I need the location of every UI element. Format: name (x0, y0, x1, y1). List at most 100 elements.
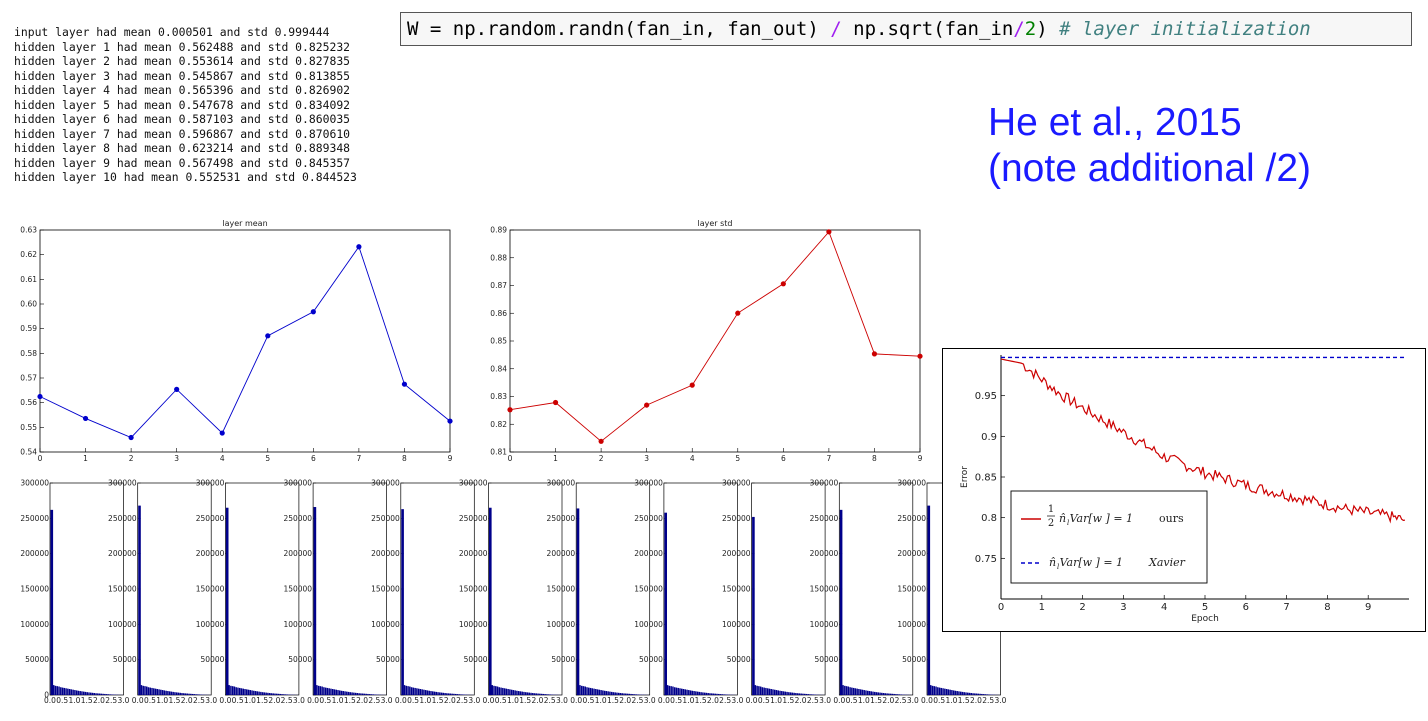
histogram-bar (951, 690, 953, 695)
histogram-ytick-label: 100000 (722, 620, 751, 629)
mean-data-point (447, 418, 453, 424)
histogram-xtick-label: 0.5 (846, 696, 858, 705)
histogram-ytick-label: 100000 (371, 620, 400, 629)
histogram-xtick-label: 2.5 (982, 696, 994, 705)
histogram-xtick-label: 3.0 (819, 696, 831, 705)
histogram-bar (442, 692, 445, 695)
histogram-bar (528, 692, 531, 695)
histogram-xtick-label: 1.5 (958, 696, 970, 705)
histogram-bar (337, 690, 339, 695)
histogram-bar (367, 693, 369, 695)
he-xtick-label: 6 (1243, 602, 1249, 613)
histogram-bar (879, 692, 881, 695)
histogram-bar (938, 687, 941, 695)
mean-data-point (356, 244, 362, 250)
histogram-panel (575, 482, 651, 696)
he-xtick-label: 5 (1202, 602, 1208, 613)
histogram-bar (181, 693, 183, 695)
histogram-bar (723, 694, 725, 695)
histogram-xtick-label: 2.0 (532, 696, 544, 705)
histogram-bar (544, 694, 546, 695)
stats-line: hidden layer 10 had mean 0.552531 and st… (14, 170, 357, 184)
histogram-bar (666, 685, 669, 695)
histogram-panel (838, 482, 914, 696)
histogram-bar (982, 694, 985, 695)
histogram-bar (79, 691, 81, 695)
histogram-ytick-label: 100000 (283, 620, 312, 629)
histogram-bar (896, 694, 899, 695)
histogram-bar (533, 693, 536, 695)
histogram-ytick-label: 250000 (459, 514, 488, 523)
he-error-chart: 0 1 2 3 4 5 6 7 8 9 0.75 0.8 0.85 0.9 0.95 Epoch Error 1 2… (960, 355, 1409, 624)
histogram-bar (91, 692, 94, 695)
histogram-bar (719, 694, 722, 695)
he-ytick-label: 0.75 (975, 554, 997, 565)
histogram-xtick-label: 2.5 (368, 696, 380, 705)
histogram-xtick-label: 3.0 (468, 696, 480, 705)
histogram-xtick-label: 2.0 (619, 696, 631, 705)
histogram-bar (447, 693, 450, 695)
histogram-bar (521, 691, 523, 695)
histogram-bar (586, 687, 588, 695)
histogram-bar (716, 693, 718, 695)
histogram-panel (49, 482, 124, 696)
histogram-xtick-label: 0.0 (570, 696, 582, 705)
histogram-bar (140, 685, 143, 695)
histogram-bar (493, 685, 495, 695)
histogram-bar (68, 688, 71, 695)
histogram-bar (754, 685, 757, 695)
histogram-bar (768, 688, 771, 695)
histogram-xtick-label: 1.0 (946, 696, 958, 705)
histogram-bar (605, 691, 608, 695)
histogram-ytick-label: 300000 (20, 479, 49, 488)
histogram-spike-bar (752, 516, 755, 695)
histogram-ytick-label: 100000 (897, 620, 926, 629)
histogram-bar (502, 687, 504, 695)
histogram-bar (784, 691, 787, 695)
histogram-bar (419, 688, 422, 695)
histogram-bar (779, 690, 781, 695)
histogram-ytick-label: 50000 (727, 655, 751, 664)
histogram-spike-bar (664, 512, 667, 695)
histogram-bar (696, 691, 699, 695)
histogram-bar (547, 694, 550, 695)
histogram-bar (614, 692, 616, 695)
histogram-bar (945, 688, 948, 695)
histogram-xtick-label: 0.5 (495, 696, 507, 705)
histogram-bar (968, 692, 971, 695)
histogram-xtick-label: 2.5 (105, 696, 117, 705)
histogram-bar (635, 694, 638, 695)
histogram-bar (449, 693, 452, 695)
mean-xtick-label: 2 (129, 454, 134, 463)
histogram-bar (374, 694, 376, 695)
stats-line: hidden layer 7 had mean 0.596867 and std… (14, 126, 351, 141)
histogram-bar (372, 694, 374, 695)
histogram-bar (61, 687, 64, 695)
histogram-ytick-label: 200000 (634, 549, 663, 558)
histogram-bar (949, 689, 951, 695)
histogram-bar (786, 691, 788, 695)
histogram-bar (237, 687, 239, 695)
histogram-xtick-label: 0.0 (44, 696, 56, 705)
histogram-bar (954, 690, 957, 695)
histogram-bar (602, 690, 604, 695)
histogram-xtick-label: 2.5 (281, 696, 293, 705)
histogram-bar (963, 692, 965, 695)
histogram-bar (803, 693, 806, 695)
histogram-xtick-label: 3.0 (381, 696, 393, 705)
histogram-bar (247, 689, 250, 695)
layer-mean-chart: layer mean 0 1 2 3 4 5 6 7 8 9 0.54 0.55 0.56 0.57 0.58… (20, 219, 453, 463)
histogram-bar (58, 686, 60, 695)
histogram-bar (582, 686, 585, 695)
histogram-ytick-label: 150000 (897, 585, 926, 594)
histogram-bar (253, 690, 255, 695)
histogram-ytick-label: 100000 (196, 620, 225, 629)
mean-ytick-label: 0.63 (20, 226, 37, 235)
stats-line: hidden layer 9 had mean 0.567498 and std… (14, 155, 351, 170)
mean-ytick-label: 0.54 (20, 448, 37, 457)
histogram-bar (705, 692, 708, 695)
histogram-bar (882, 693, 885, 695)
histogram-xtick-label: 1.5 (168, 696, 180, 705)
std-ytick-label: 0.89 (490, 226, 507, 235)
histogram-bar (865, 690, 867, 695)
